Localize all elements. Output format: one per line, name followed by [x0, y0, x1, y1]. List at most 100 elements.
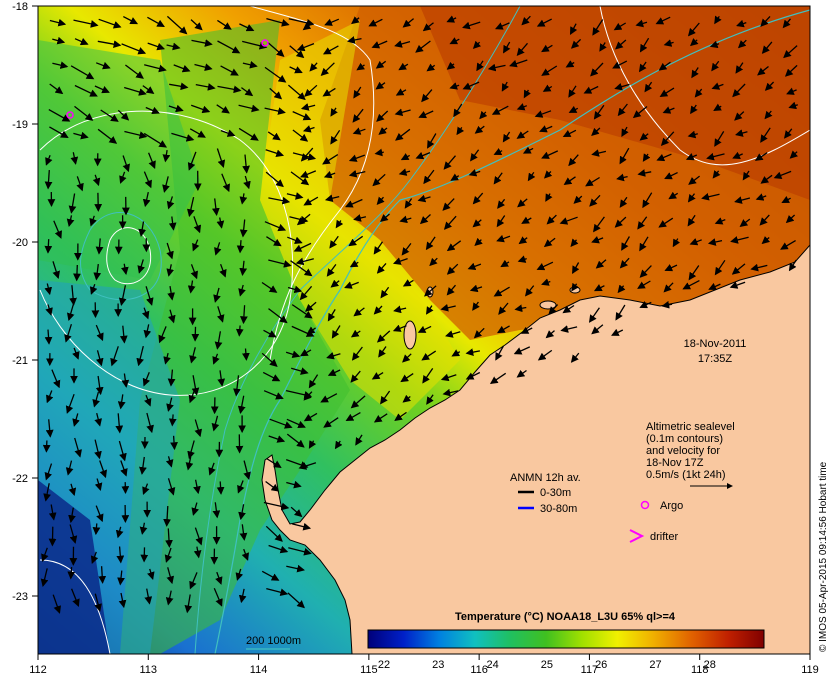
velocity-arrow — [238, 588, 247, 604]
velocity-arrow — [642, 192, 653, 209]
velocity-arrow — [43, 483, 51, 502]
velocity-arrow — [117, 570, 125, 586]
velocity-arrow — [184, 594, 193, 614]
velocity-arrow — [739, 218, 751, 227]
velocity-arrow — [52, 594, 62, 614]
velocity-arrow — [286, 192, 304, 200]
velocity-arrow — [327, 309, 336, 322]
map-time: 17:35Z — [698, 353, 733, 365]
velocity-arrow — [563, 176, 576, 186]
velocity-arrow — [736, 19, 747, 28]
velocity-arrow — [291, 304, 313, 319]
velocity-arrow — [299, 170, 317, 178]
velocity-arrow — [395, 128, 411, 141]
velocity-arrow — [639, 265, 652, 278]
velocity-arrow — [52, 261, 60, 280]
land-mass — [261, 244, 810, 654]
velocity-arrow — [117, 109, 130, 121]
velocity-arrow — [302, 22, 313, 31]
velocity-arrow — [309, 62, 318, 72]
velocity-arrow — [169, 82, 189, 91]
velocity-arrow — [537, 349, 553, 361]
velocity-arrow — [299, 285, 313, 301]
velocity-arrow — [66, 303, 75, 322]
velocity-arrow — [217, 19, 232, 30]
velocity-arrow — [323, 417, 339, 428]
velocity-arrow — [781, 195, 791, 203]
velocity-arrow — [94, 85, 110, 94]
velocity-arrow — [264, 107, 286, 115]
velocity-arrow — [138, 221, 147, 237]
velocity-arrow — [350, 395, 366, 409]
svg-text:and velocity for: and velocity for — [646, 445, 720, 457]
velocity-arrow — [591, 149, 607, 157]
velocity-arrow — [142, 371, 151, 387]
velocity-arrow — [299, 348, 312, 357]
velocity-arrow — [166, 196, 175, 210]
velocity-arrow — [74, 437, 82, 458]
velocity-arrow — [158, 326, 167, 344]
velocity-arrow — [286, 564, 305, 573]
velocity-arrow — [468, 169, 481, 177]
velocity-arrow — [44, 463, 53, 481]
velocity-arrow — [305, 301, 317, 312]
velocity-arrow — [450, 173, 460, 181]
velocity-arrow — [286, 480, 302, 489]
velocity-arrow — [658, 61, 671, 71]
velocity-arrow — [347, 36, 362, 44]
velocity-arrow — [750, 263, 768, 272]
velocity-arrow — [668, 191, 679, 200]
velocity-arrow — [120, 460, 128, 477]
velocity-arrow — [536, 261, 554, 271]
svg-text:30-80m: 30-80m — [540, 503, 577, 515]
velocity-arrow — [348, 235, 364, 247]
velocity-arrow — [376, 196, 385, 205]
velocity-arrow — [269, 87, 283, 100]
velocity-arrow — [373, 241, 384, 255]
velocity-arrow — [142, 85, 155, 94]
velocity-arrow — [573, 195, 583, 204]
velocity-arrow — [632, 105, 648, 119]
velocity-arrow — [565, 60, 575, 68]
velocity-arrow — [470, 149, 480, 162]
velocity-arrow — [353, 214, 367, 222]
velocity-arrow — [590, 62, 604, 77]
velocity-arrow — [399, 215, 412, 224]
velocity-arrow — [559, 216, 578, 225]
velocity-arrow — [355, 434, 363, 446]
velocity-arrow — [216, 104, 230, 114]
velocity-arrow — [509, 59, 528, 68]
sealevel-contour — [106, 227, 152, 285]
velocity-arrow — [142, 483, 150, 496]
lat-tick-label: -19 — [12, 119, 28, 131]
velocity-arrow — [352, 108, 364, 123]
velocity-arrow — [541, 278, 551, 286]
lon-tick-label: 117 — [581, 664, 599, 676]
velocity-arrow — [592, 19, 604, 36]
velocity-arrow — [395, 88, 407, 96]
velocity-arrow — [119, 325, 128, 344]
velocity-arrow — [163, 505, 171, 527]
velocity-arrow — [95, 61, 111, 70]
velocity-arrow — [688, 175, 700, 185]
velocity-arrow — [498, 302, 509, 315]
velocity-arrow — [456, 126, 465, 136]
velocity-arrow — [425, 236, 436, 251]
velocity-arrow — [89, 215, 97, 227]
velocity-arrow — [190, 19, 203, 31]
velocity-arrow — [734, 111, 745, 121]
velocity-arrow — [303, 196, 319, 206]
velocity-arrow — [353, 307, 365, 317]
velocity-arrow — [352, 127, 366, 135]
colorbar-tick-label: 22 — [378, 659, 390, 671]
velocity-arrow — [568, 105, 579, 113]
velocity-arrow — [493, 147, 503, 155]
velocity-arrow — [419, 214, 431, 225]
velocity-arrow — [65, 393, 75, 414]
velocity-arrow — [164, 547, 173, 563]
velocity-arrow — [110, 346, 119, 367]
velocity-arrow — [44, 283, 53, 296]
velocity-arrow — [74, 105, 94, 121]
velocity-arrow — [118, 440, 127, 462]
velocity-arrow — [735, 129, 748, 137]
